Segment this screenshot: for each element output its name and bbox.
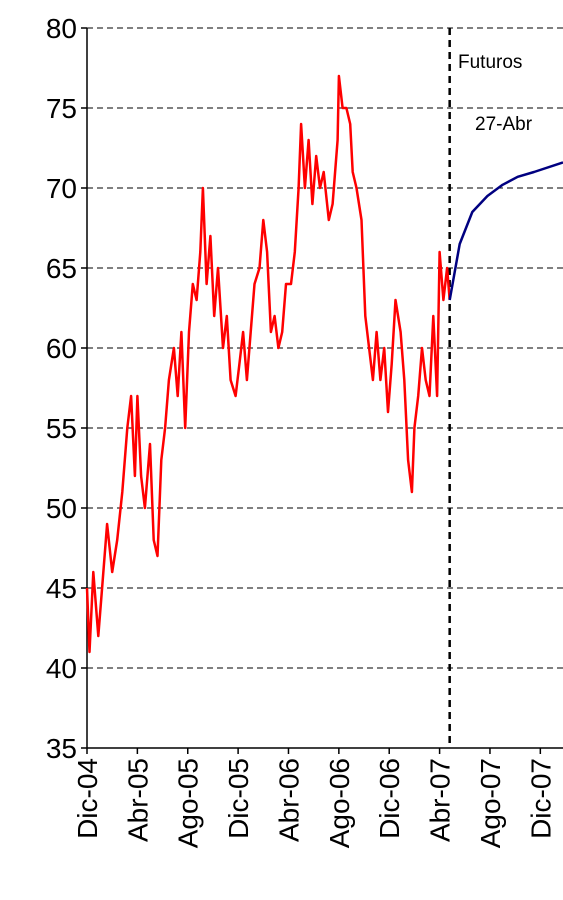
x-tick-label: Ago-07 xyxy=(475,758,506,848)
y-tick-label: 75 xyxy=(46,93,77,124)
y-tick-label: 60 xyxy=(46,333,77,364)
line-series xyxy=(85,74,451,654)
x-tick-label: Dic-06 xyxy=(374,758,405,839)
y-tick-label: 55 xyxy=(46,413,77,444)
x-tick-label: Abr-06 xyxy=(273,758,304,842)
x-tick-label: Abr-05 xyxy=(122,758,153,842)
x-tick-label: Ago-06 xyxy=(324,758,355,848)
x-tick-label: Dic-04 xyxy=(72,758,103,839)
x-tick-label: Dic-05 xyxy=(223,758,254,839)
y-tick-label: 50 xyxy=(46,493,77,524)
y-tick-label: 70 xyxy=(46,173,77,204)
annotation-date: 27-Abr xyxy=(475,114,533,135)
x-tick-label: Abr-07 xyxy=(425,758,456,842)
annotation-futuros: Futuros xyxy=(458,52,522,73)
y-tick-label: 80 xyxy=(46,13,77,44)
line-series xyxy=(448,161,563,301)
y-tick-label: 45 xyxy=(46,573,77,604)
x-tick-label: Dic-07 xyxy=(525,758,556,839)
y-tick-label: 35 xyxy=(46,733,77,764)
x-tick-label: Ago-05 xyxy=(173,758,204,848)
y-tick-label: 65 xyxy=(46,253,77,284)
y-tick-label: 40 xyxy=(46,653,77,684)
